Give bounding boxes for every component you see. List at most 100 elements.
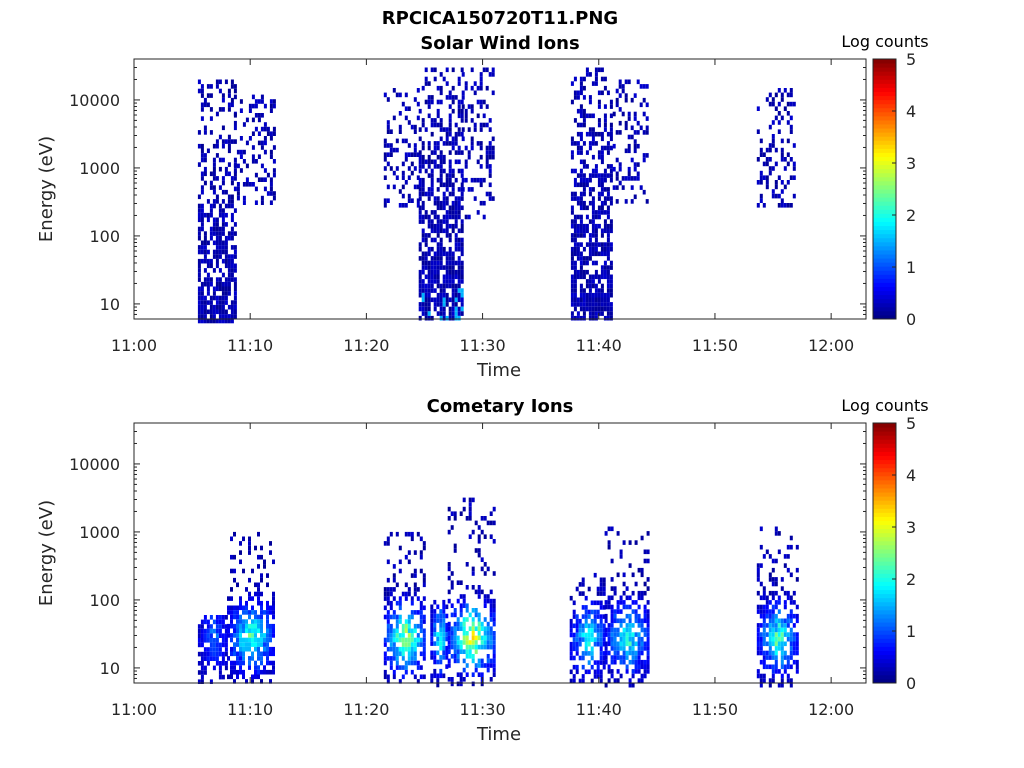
data-cell [424,265,428,270]
data-cell [448,260,452,266]
data-cell [462,617,466,622]
data-cell [418,306,422,312]
colorbar-segment [873,140,896,145]
data-cell [197,143,201,149]
data-cell [436,214,440,220]
data-cell [573,228,577,234]
data-cell [430,122,434,128]
data-cell [792,641,796,647]
data-cell [269,103,273,109]
data-cell [615,97,619,103]
data-cell [430,256,434,261]
data-cell [588,72,592,77]
data-cell [433,210,437,215]
data-cell [209,231,213,236]
data-cell [416,637,420,643]
data-cell [628,618,632,624]
data-cell [203,171,207,177]
data-cell [245,619,248,624]
data-cell [610,627,614,633]
data-cell [248,610,251,615]
data-cell [594,173,598,178]
data-cell [433,659,437,665]
data-cell [236,669,239,675]
data-cell [421,141,425,146]
data-cell [616,609,620,614]
data-cell [628,595,632,601]
data-cell [230,272,234,278]
data-cell [260,656,263,661]
data-cell [643,604,647,610]
data-cell [203,295,207,301]
data-cell [768,101,772,107]
data-cell [404,106,408,111]
data-cell [459,603,463,608]
data-cell [424,292,428,298]
data-cell [448,118,452,123]
data-cell [451,228,455,234]
data-cell [585,269,589,275]
data-cell [209,208,213,213]
data-cell [242,200,246,205]
colorbar-segment [873,508,896,513]
data-cell [404,642,408,647]
data-cell [471,672,475,677]
data-cell [436,246,440,252]
data-cell [609,228,613,234]
data-cell [236,614,239,620]
data-cell [606,150,610,155]
data-cell [582,187,586,192]
data-cell [383,656,387,661]
data-cell [459,626,463,631]
data-cell [621,185,625,190]
data-cell [587,632,591,638]
colorbar-segment [873,463,896,469]
data-cell [488,141,492,146]
data-cell [606,302,610,307]
data-cell [570,260,574,266]
data-cell [453,626,457,631]
data-cell [774,115,778,121]
data-cell [590,655,594,661]
data-cell [221,226,225,232]
data-cell [471,529,475,535]
colorbar-segment [873,128,896,133]
data-cell [603,269,607,275]
data-cell [439,302,443,307]
data-cell [465,603,469,608]
colorbar-segment [873,189,896,194]
data-cell [460,67,464,73]
data-cell [582,311,586,316]
data-cell [416,642,420,647]
data-cell [759,636,763,642]
data-cell [410,124,414,130]
data-cell [759,682,763,688]
data-cell [209,235,213,241]
data-cell [445,251,449,257]
data-cell [575,637,579,642]
data-cell [643,669,647,674]
data-cell [200,245,204,250]
data-cell [570,141,574,146]
colorbar-segment [873,152,896,157]
colorbar-segment [873,540,896,546]
data-cell [218,619,222,625]
data-cell [588,187,592,192]
colorbar-segment [873,646,896,651]
data-cell [242,623,245,629]
data-cell [792,636,796,642]
data-cell [427,154,431,160]
data-cell [218,79,222,85]
data-cell [634,641,638,647]
data-cell [492,631,496,636]
data-cell [588,219,592,224]
data-cell [774,590,778,596]
data-cell [416,101,420,107]
data-cell [622,600,626,605]
data-cell [643,659,647,665]
data-cell [212,286,216,292]
data-cell [209,93,213,98]
data-cell [489,589,493,595]
data-cell [233,125,237,131]
data-cell [613,627,617,633]
